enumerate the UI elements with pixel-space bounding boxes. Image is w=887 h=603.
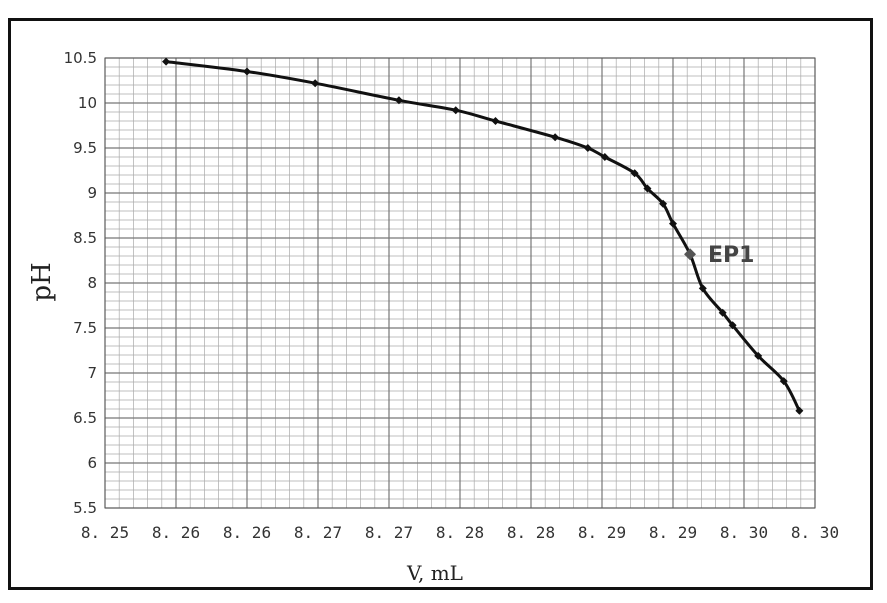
x-tick-label: 8. 29 — [578, 523, 626, 542]
x-tick-label: 8. 28 — [507, 523, 555, 542]
x-tick-label: 8. 27 — [365, 523, 413, 542]
data-point — [583, 144, 592, 152]
y-tick-label: 9 — [87, 184, 97, 202]
data-point — [669, 219, 677, 228]
y-axis-ticks: 5.5 6 6.5 7 7.5 8 8.5 9 9.5 10 10.5 — [64, 49, 97, 517]
y-tick-label: 6 — [87, 454, 97, 472]
y-tick-label: 7.5 — [73, 319, 97, 337]
y-tick-label: 8.5 — [73, 229, 97, 247]
y-axis-label: pH — [27, 262, 57, 301]
data-point — [394, 96, 403, 105]
data-point — [451, 106, 460, 115]
y-tick-label: 5.5 — [73, 499, 97, 517]
y-tick-label: 9.5 — [73, 139, 97, 157]
y-tick-label: 10 — [78, 94, 97, 112]
ep1-marker — [684, 248, 697, 261]
data-point — [630, 169, 639, 178]
series-markers — [162, 57, 804, 415]
x-axis-ticks: 8. 25 8. 26 8. 26 8. 27 8. 27 8. 28 8. 28 8. 29… — [81, 523, 839, 542]
data-point — [779, 377, 788, 386]
x-tick-label: 8. 27 — [294, 523, 342, 542]
ep1-label: EP1 — [708, 243, 754, 268]
data-point — [659, 199, 668, 208]
data-point — [718, 308, 727, 317]
data-point — [698, 284, 707, 293]
x-tick-label: 8. 28 — [436, 523, 484, 542]
data-point — [754, 351, 763, 360]
data-point — [491, 117, 500, 125]
series-line — [165, 60, 801, 412]
x-tick-label: 8. 25 — [81, 523, 129, 542]
y-tick-label: 6.5 — [73, 409, 97, 427]
y-tick-label: 10.5 — [64, 49, 97, 67]
data-point — [162, 57, 171, 66]
data-point — [795, 406, 804, 415]
plot-area-border — [104, 57, 816, 509]
x-tick-label: 8. 26 — [223, 523, 271, 542]
y-tick-label: 7 — [87, 364, 97, 382]
chart-frame — [8, 18, 873, 590]
data-point — [600, 153, 609, 161]
x-tick-label: 8. 29 — [649, 523, 697, 542]
x-tick-label: 8. 30 — [791, 523, 839, 542]
data-point — [551, 133, 560, 142]
x-tick-label: 8. 26 — [152, 523, 200, 542]
data-point — [243, 67, 251, 76]
x-tick-label: 8. 30 — [720, 523, 768, 542]
x-axis-label: V, mL — [406, 561, 463, 585]
data-point — [311, 79, 320, 88]
y-tick-label: 8 — [87, 274, 97, 292]
data-point — [643, 184, 652, 193]
major-grid — [104, 57, 816, 509]
ep1-annotation: EP1 — [708, 243, 754, 268]
data-point — [728, 321, 737, 330]
